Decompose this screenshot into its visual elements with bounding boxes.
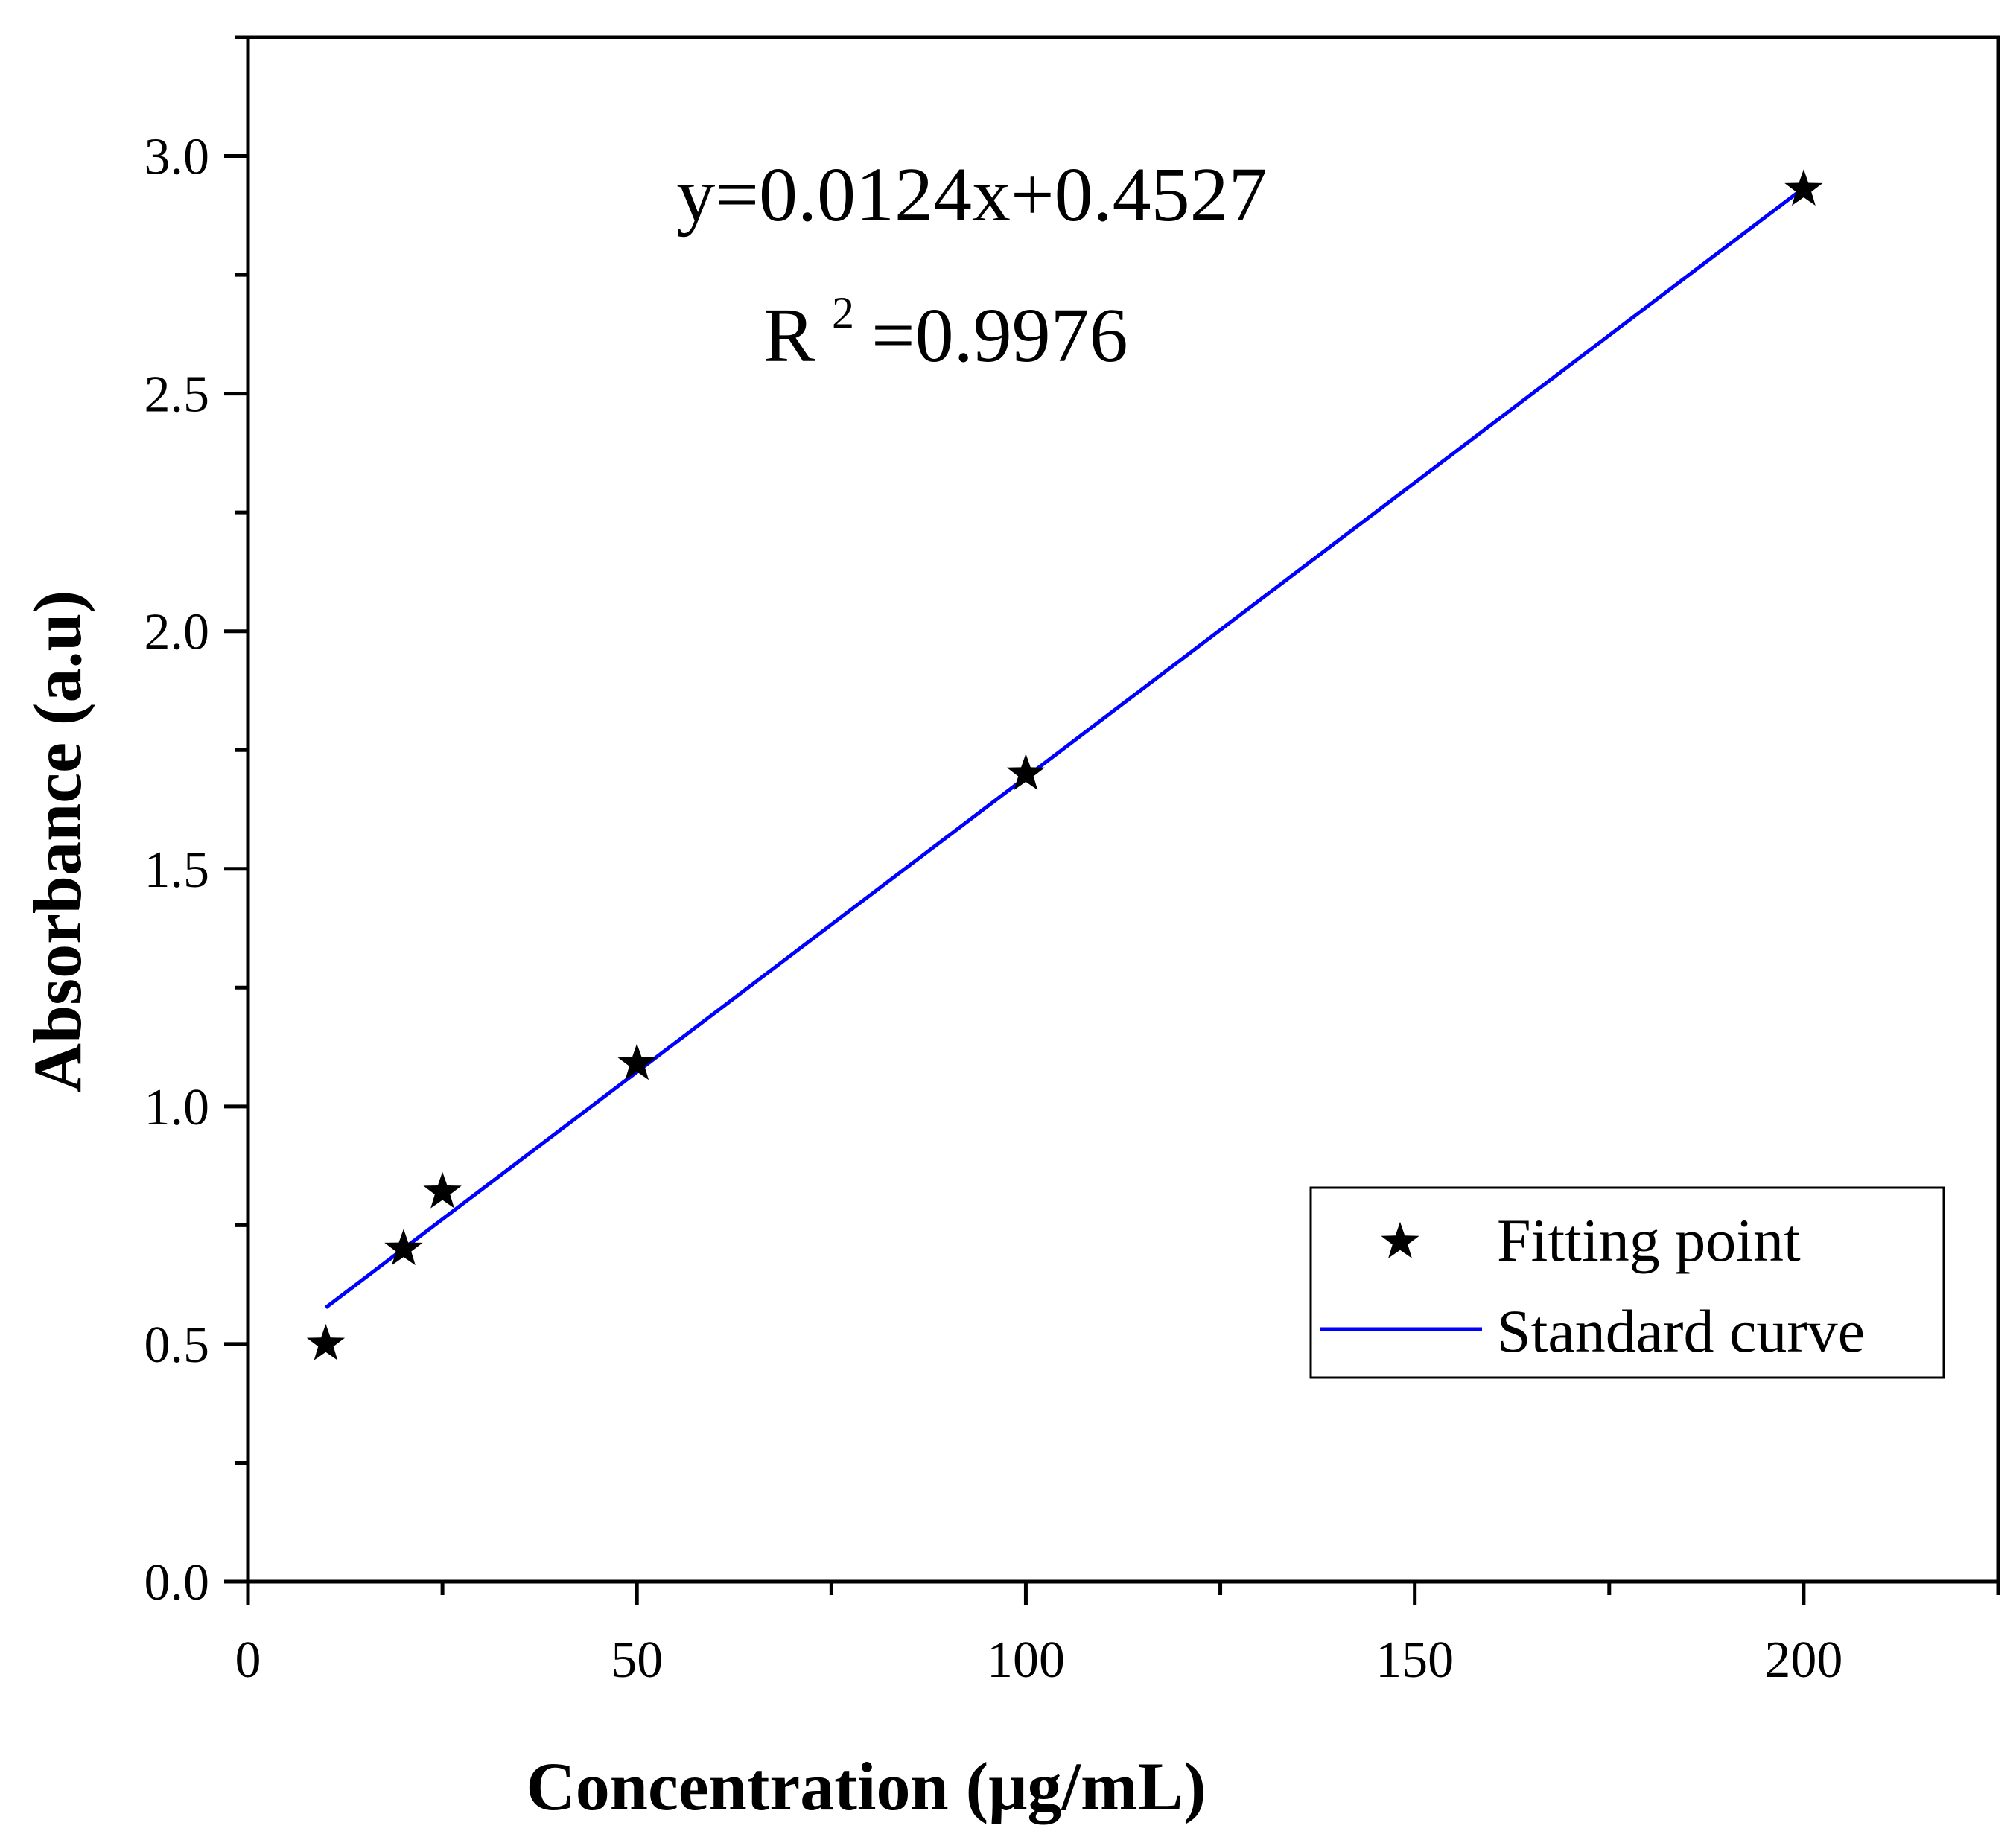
y-tick-label: 1.0 bbox=[144, 1079, 210, 1136]
fitting-point-series bbox=[306, 169, 1823, 1360]
x-tick-label: 150 bbox=[1376, 1632, 1454, 1689]
y-axis-tick-labels: 0.0 0.5 1.0 1.5 2.0 2.5 3.0 bbox=[144, 129, 210, 1611]
y-tick-label: 2.0 bbox=[144, 604, 210, 661]
r-squared-exponent: 2 bbox=[832, 288, 854, 337]
x-axis-ticks bbox=[246, 1582, 2000, 1605]
fitting-point-star bbox=[423, 1171, 462, 1209]
y-tick-label: 0.0 bbox=[144, 1554, 210, 1611]
y-tick-label: 3.0 bbox=[144, 129, 210, 186]
legend-label-standard-curve: Standard curve bbox=[1497, 1297, 1865, 1365]
x-axis-title: Concentration (μg/mL) bbox=[526, 1748, 1206, 1824]
x-tick-label: 0 bbox=[235, 1632, 261, 1689]
fitting-point-star bbox=[1006, 754, 1046, 790]
fitting-point-star bbox=[617, 1043, 656, 1080]
equation-annotation: y=0.0124x+0.4527 bbox=[676, 152, 1267, 238]
r-squared-prefix: R bbox=[763, 293, 815, 378]
x-tick-label: 50 bbox=[611, 1632, 663, 1689]
fitting-point-star bbox=[306, 1323, 346, 1360]
plot-area-frame bbox=[246, 35, 2000, 1584]
y-axis-title: Absorbance (a.u) bbox=[19, 591, 95, 1093]
x-tick-label: 200 bbox=[1764, 1632, 1842, 1689]
legend-label-fitting-point: Fitting point bbox=[1497, 1206, 1801, 1274]
r-squared-value: =0.9976 bbox=[871, 293, 1128, 378]
standard-curve-series bbox=[324, 186, 1805, 1309]
r-squared-annotation: R 2 =0.9976 bbox=[763, 288, 1128, 378]
legend-star-marker-icon bbox=[1381, 1222, 1419, 1258]
x-tick-label: 100 bbox=[987, 1632, 1065, 1689]
y-tick-label: 0.5 bbox=[144, 1317, 210, 1374]
y-tick-label: 2.5 bbox=[144, 366, 210, 424]
fitting-point-star bbox=[384, 1229, 423, 1266]
legend: Fitting point Standard curve bbox=[1309, 1186, 1945, 1379]
standard-curve-line bbox=[324, 186, 1805, 1309]
y-tick-label: 1.5 bbox=[144, 841, 210, 899]
y-axis-ticks bbox=[224, 35, 248, 1584]
legend-box bbox=[1309, 1186, 1945, 1379]
fitting-point-star bbox=[1784, 169, 1823, 206]
x-axis-tick-labels: 0 50 100 150 200 bbox=[235, 1632, 1843, 1689]
